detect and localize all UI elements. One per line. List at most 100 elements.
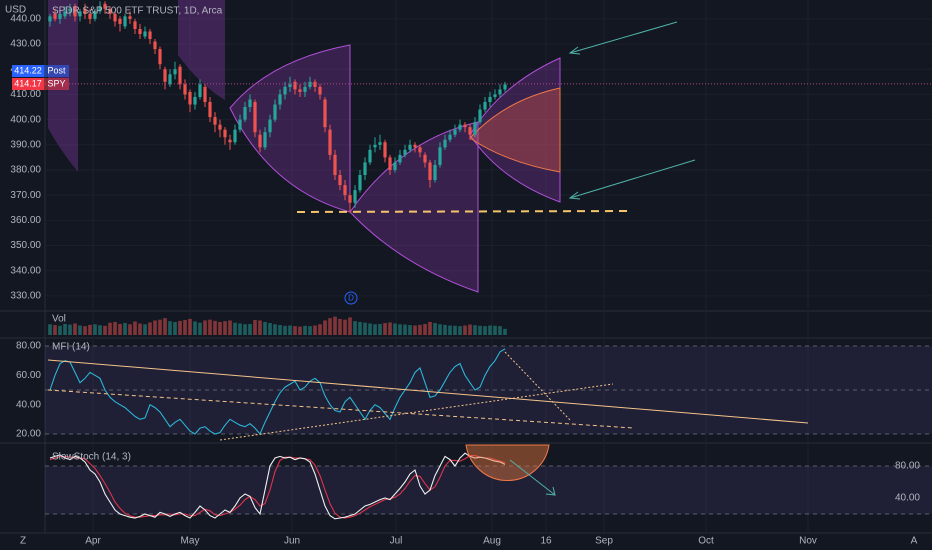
- candle-body: [268, 119, 272, 133]
- candle-body: [423, 154, 427, 163]
- event-marker-label: D: [348, 294, 354, 303]
- candle-body: [258, 134, 262, 148]
- volume-bar: [153, 320, 157, 335]
- y-tick-label: 410.00: [10, 89, 41, 100]
- volume-bar: [228, 320, 232, 335]
- volume-bar: [83, 326, 87, 335]
- candle-body: [118, 18, 122, 24]
- candle-body: [103, 3, 107, 9]
- stoch-k-line: [49, 452, 506, 520]
- x-tick-label: Oct: [698, 536, 714, 547]
- candle-body: [383, 142, 387, 158]
- price-badge: [12, 65, 44, 77]
- corner-button[interactable]: A: [911, 536, 918, 547]
- y-tick-label: 330.00: [10, 291, 41, 302]
- volume-bar: [298, 326, 302, 335]
- candle-body: [183, 84, 187, 95]
- volume-bar: [453, 325, 457, 335]
- volume-bar: [288, 325, 292, 335]
- volume-bar: [438, 324, 442, 335]
- price-badge-value: 414.22: [14, 65, 42, 75]
- volume-bar: [503, 328, 507, 335]
- candle-body: [248, 99, 252, 108]
- volume-bar: [458, 326, 462, 335]
- volume-bar: [88, 324, 92, 335]
- volume-bar: [78, 325, 82, 335]
- volume-bar: [313, 325, 317, 335]
- candle-body: [83, 8, 87, 14]
- candle-body: [113, 13, 117, 22]
- volume-bar: [103, 325, 107, 335]
- candle-body: [253, 101, 257, 133]
- price-badge-tag: [44, 65, 69, 77]
- volume-bar: [253, 319, 257, 335]
- volume-bar: [478, 325, 482, 335]
- volume-bar: [398, 324, 402, 335]
- volume-bar: [428, 321, 432, 335]
- volume-bar: [413, 325, 417, 335]
- candle-body: [428, 162, 432, 181]
- corner-button[interactable]: Z: [20, 536, 26, 547]
- candle-body: [263, 132, 267, 148]
- x-tick-label: Apr: [85, 536, 101, 547]
- indicator-layer: [45, 316, 932, 520]
- candle-body: [473, 122, 477, 135]
- volume-bar: [388, 322, 392, 335]
- band-fill: [45, 466, 932, 514]
- volume-bar: [358, 321, 362, 335]
- volume-bar: [408, 325, 412, 335]
- volume-bar: [238, 323, 242, 335]
- mfi-line: [49, 348, 506, 436]
- candle-body: [303, 86, 307, 92]
- volume-bar: [218, 321, 222, 335]
- stoch-label: SlowStoch (14, 3): [52, 452, 131, 463]
- y-tick-label: 430.00: [10, 39, 41, 50]
- volume-bar: [308, 326, 312, 335]
- x-tick-label: Sep: [595, 536, 613, 547]
- volume-bar: [198, 322, 202, 335]
- candle-body: [108, 8, 112, 14]
- volume-bar: [368, 323, 372, 335]
- volume-bar: [343, 319, 347, 335]
- volume-bar: [333, 316, 337, 335]
- volume-bar: [93, 324, 97, 335]
- candle-body: [58, 13, 62, 19]
- y-tick-label: 340.00: [10, 265, 41, 276]
- price-badge-tag-text: Post: [47, 65, 66, 75]
- volume-bar: [263, 321, 267, 335]
- arrow: [569, 159, 696, 199]
- fan-inner: [469, 87, 561, 173]
- volume-bar: [393, 323, 397, 335]
- candle-body: [198, 84, 202, 97]
- candle-body: [328, 129, 332, 155]
- volume-bar: [303, 325, 307, 335]
- volume-bar: [108, 322, 112, 335]
- volume-bar: [278, 325, 282, 335]
- candle-body: [213, 117, 217, 125]
- volume-label: Vol: [52, 314, 66, 325]
- volume-bar: [418, 324, 422, 335]
- candle-body: [378, 142, 382, 145]
- candle-body: [478, 109, 482, 123]
- event-marker: [344, 291, 358, 305]
- candle-body: [138, 28, 142, 34]
- candle-body: [78, 11, 82, 17]
- volume-bar: [353, 321, 357, 335]
- arrow-head: [568, 191, 581, 200]
- chart-title: SPDR S&P 500 ETF TRUST, 1D, Arca: [52, 6, 223, 17]
- candle-body: [298, 89, 302, 92]
- volume-bar: [128, 324, 132, 335]
- volume-bar: [323, 320, 327, 335]
- volume-bar: [248, 323, 252, 335]
- volume-bar: [498, 326, 502, 335]
- candle-body: [273, 104, 277, 120]
- price-badge-value: 414.17: [14, 78, 42, 88]
- y-tick-label: 380.00: [10, 165, 41, 176]
- y-tick-label: 440.00: [10, 14, 41, 25]
- candle-body: [218, 124, 222, 130]
- volume-bar: [73, 323, 77, 335]
- y-tick-label: 20.00: [16, 429, 41, 440]
- shaded-zone: [178, 0, 225, 100]
- arrow-head: [545, 486, 556, 496]
